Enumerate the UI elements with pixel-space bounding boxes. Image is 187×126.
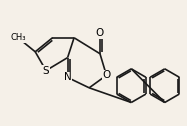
Text: CH₃: CH₃ [10,33,26,42]
Text: O: O [96,28,104,38]
Text: O: O [102,70,111,80]
Text: S: S [43,66,49,76]
Text: N: N [64,72,71,82]
